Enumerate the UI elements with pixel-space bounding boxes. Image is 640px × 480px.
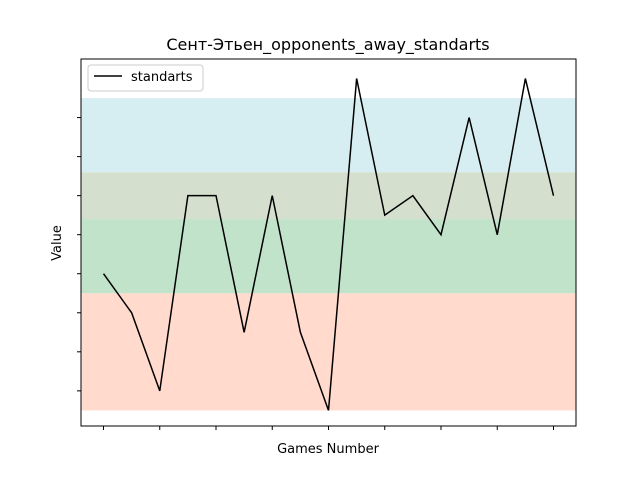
band-1	[81, 219, 577, 294]
chart-title: Сент-Этьен_opponents_away_standarts	[166, 35, 489, 55]
band-3	[81, 98, 577, 173]
background-bands	[81, 98, 577, 411]
band-2	[81, 172, 577, 220]
plot-frame	[80, 58, 577, 427]
y-axis-label: Value	[50, 225, 65, 261]
axis-ticks	[77, 117, 554, 430]
x-axis-label: Games Number	[277, 442, 379, 457]
legend-box	[87, 64, 204, 92]
legend-label-standarts: standarts	[131, 70, 193, 85]
legend: standarts	[87, 64, 204, 92]
band-0	[81, 293, 577, 411]
series-line-standarts	[102, 78, 555, 411]
